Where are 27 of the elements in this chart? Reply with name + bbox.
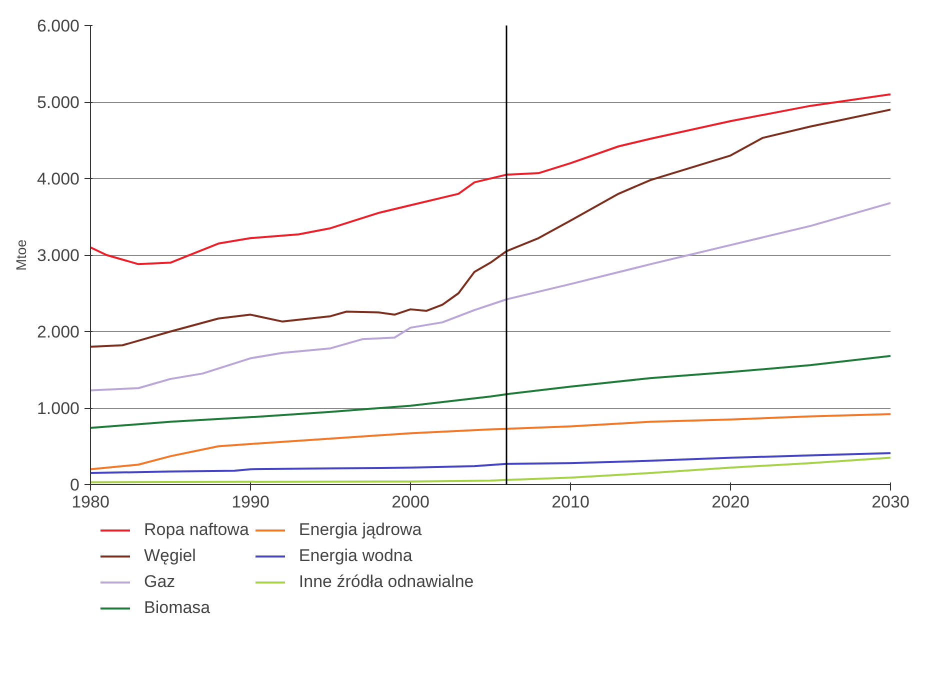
- x-tick-label: 2010: [552, 492, 590, 512]
- y-tick-label: 2.000: [36, 322, 80, 342]
- y-tick-label: 6.000: [36, 16, 80, 36]
- legend-label: Gaz: [144, 572, 176, 592]
- legend-label: Ropa naftowa: [144, 520, 249, 540]
- y-tick-label: 3.000: [36, 246, 80, 265]
- legend-label: Energia jądrowa: [298, 520, 422, 540]
- y-axis-title: Mtoe: [12, 239, 29, 271]
- y-tick-label: 1.000: [36, 399, 80, 418]
- legend-label: Węgiel: [144, 546, 196, 566]
- line-series: [90, 202, 890, 392]
- x-tick-label: 2030: [872, 492, 910, 512]
- y-tick-label: 5.000: [36, 93, 80, 112]
- x-tick-label: 1980: [72, 492, 110, 512]
- line-series: [90, 413, 890, 470]
- line-series: [90, 452, 890, 474]
- legend-label: Biomasa: [144, 598, 210, 618]
- x-tick-label: 1990: [232, 492, 270, 512]
- y-tick-label: 4.000: [36, 170, 80, 188]
- x-tick-label: 2000: [392, 492, 430, 512]
- x-tick-label: 2020: [712, 492, 750, 512]
- line-series: [90, 354, 890, 429]
- y-tick-label: 0: [70, 476, 80, 494]
- line-series: [90, 93, 890, 266]
- line-series: [90, 108, 890, 348]
- legend-label: Inne źródła odnawialne: [298, 572, 474, 592]
- legend-label: Energia wodna: [298, 546, 412, 566]
